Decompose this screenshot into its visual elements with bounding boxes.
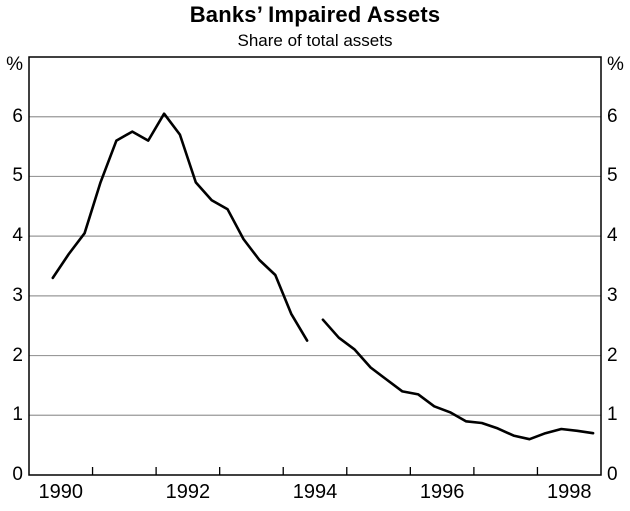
- x-axis-label-1996: 1996: [419, 481, 465, 503]
- y-axis-unit-right: %: [607, 54, 624, 75]
- y-axis-label-right-1: 1: [607, 404, 618, 426]
- y-axis-unit-left: %: [6, 54, 23, 75]
- y-axis-label-left-3: 3: [12, 284, 23, 306]
- plot-border: [28, 56, 602, 476]
- chart-subtitle: Share of total assets: [237, 31, 393, 50]
- series-line-impaired-assets-post-break: [321, 318, 595, 441]
- x-axis-label-1994: 1994: [292, 481, 338, 503]
- y-axis-label-left-2: 2: [12, 344, 23, 366]
- y-axis-label-right-4: 4: [607, 225, 618, 247]
- y-axis-label-left-1: 1: [12, 404, 23, 426]
- y-axis-label-left-4: 4: [12, 225, 23, 247]
- y-axis-label-left-6: 6: [12, 105, 23, 127]
- y-axis-label-right-6: 6: [607, 105, 618, 127]
- y-axis-label-right-5: 5: [607, 165, 618, 187]
- y-axis-label-right-3: 3: [607, 284, 618, 306]
- x-axis-label-1992: 1992: [165, 481, 211, 503]
- y-axis-label-right-0: 0: [607, 464, 618, 485]
- y-axis-label-left-5: 5: [12, 165, 23, 187]
- y-axis-label-right-2: 2: [607, 344, 618, 366]
- y-axis-label-left-0: 0: [12, 464, 23, 485]
- series-line-impaired-assets-pre-break: [51, 112, 309, 342]
- x-axis-label-1998: 1998: [546, 481, 592, 503]
- x-axis-label-1990: 1990: [38, 481, 84, 503]
- chart-title: Banks’ Impaired Assets: [189, 2, 441, 27]
